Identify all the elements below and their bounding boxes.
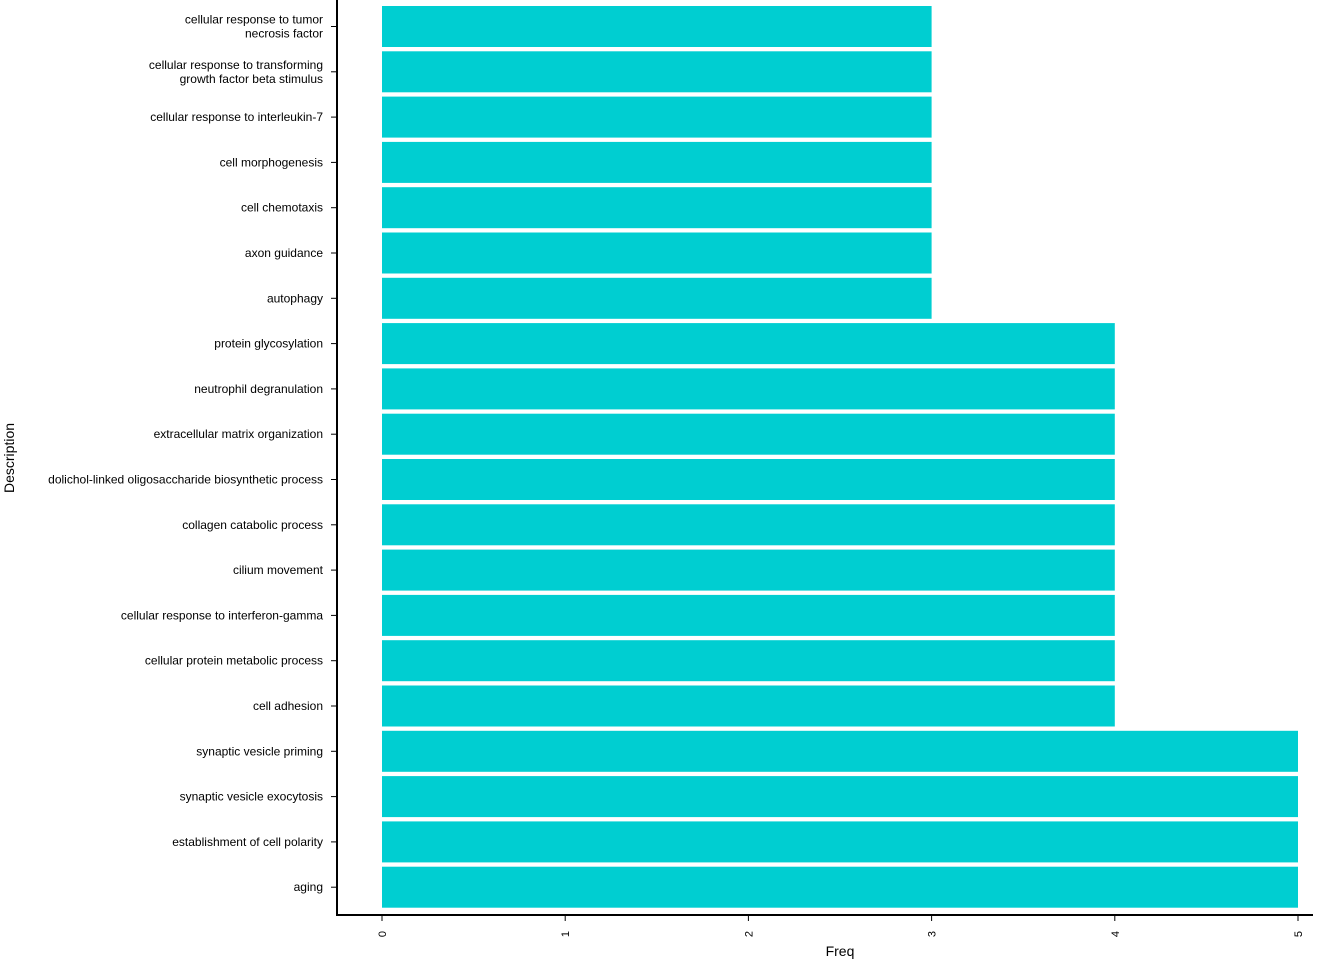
category-label: collagen catabolic process: [182, 518, 323, 532]
x-tick-label: 2: [743, 931, 755, 937]
bar: [382, 6, 932, 47]
x-tick-label: 3: [927, 931, 939, 937]
category-label: establishment of cell polarity: [172, 835, 323, 849]
bar: [382, 141, 932, 183]
category-label: cell morphogenesis: [220, 155, 323, 169]
category-label: axon guidance: [245, 246, 323, 260]
x-tick-label: 1: [560, 931, 572, 937]
category-label: cell chemotaxis: [241, 201, 323, 215]
category-label: synaptic vesicle priming: [196, 744, 323, 758]
y-axis-title: Description: [1, 423, 17, 493]
category-label: protein glycosylation: [214, 337, 323, 351]
bar: [382, 51, 932, 93]
category-label: autophagy: [267, 291, 323, 305]
category-label: cilium movement: [233, 563, 324, 577]
category-label: cellular response to interferon-gamma: [121, 608, 323, 622]
bar: [382, 323, 1115, 365]
bar: [382, 730, 1298, 772]
x-tick-label: 4: [1110, 931, 1122, 937]
bar: [382, 549, 1115, 591]
bar: [382, 232, 932, 274]
bar: [382, 96, 932, 138]
x-axis-title: Freq: [826, 943, 855, 959]
category-label: cellular response to transforming growth …: [149, 58, 323, 86]
bar: [382, 776, 1298, 818]
category-label: cellular response to tumor necrosis facto…: [185, 13, 323, 41]
x-tick-label: 0: [377, 931, 389, 937]
category-label: extracellular matrix organization: [154, 427, 323, 441]
bar: [382, 685, 1115, 727]
category-label: aging: [294, 880, 323, 894]
bar: [382, 821, 1298, 863]
category-label: neutrophil degranulation: [194, 382, 323, 396]
x-ticks: 0 1 2 3 4 5: [377, 915, 1305, 937]
bar: [382, 459, 1115, 500]
bar: [382, 413, 1115, 455]
category-label: cell adhesion: [253, 699, 323, 713]
bar: [382, 866, 1298, 908]
category-label: cellular protein metabolic process: [145, 654, 323, 668]
category-label: dolichol-linked oligosaccharide biosynth…: [48, 473, 323, 487]
category-label: cellular response to interleukin-7: [150, 110, 323, 124]
bar: [382, 368, 1115, 410]
x-tick-label: 5: [1293, 931, 1305, 937]
bar: [382, 277, 932, 319]
bar: [382, 594, 1115, 636]
bar: [382, 640, 1115, 682]
category-labels: cellular response to tumor necrosis facto…: [48, 13, 323, 895]
bar: [382, 187, 932, 229]
bar: [382, 504, 1115, 546]
bars-group: [382, 6, 1298, 908]
category-label: synaptic vesicle exocytosis: [180, 790, 323, 804]
